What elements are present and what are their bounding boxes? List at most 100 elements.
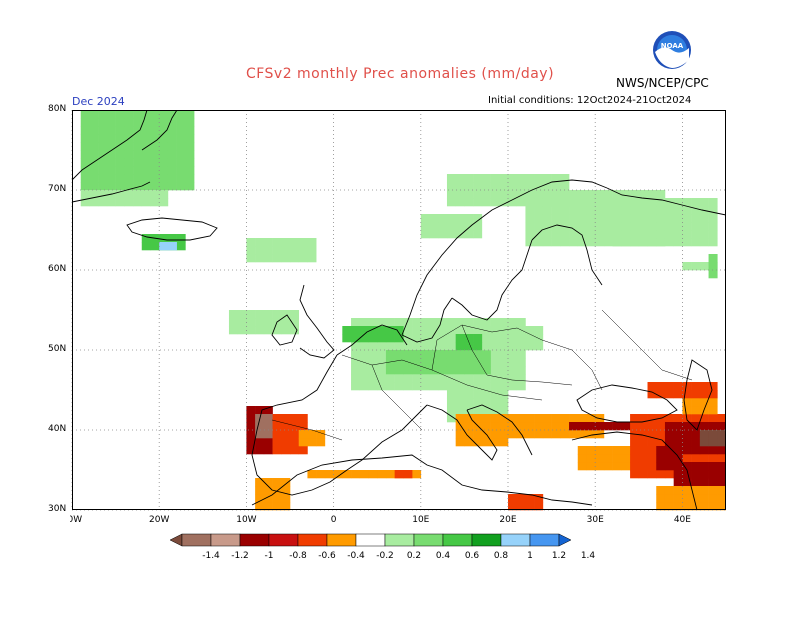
anomaly-cell bbox=[516, 350, 526, 359]
anomaly-cell bbox=[272, 326, 282, 335]
anomaly-cell bbox=[577, 214, 587, 223]
anomaly-cell bbox=[490, 182, 500, 191]
anomaly-cell bbox=[446, 406, 456, 415]
anomaly-cell bbox=[290, 326, 300, 335]
anomaly-cell bbox=[682, 398, 692, 407]
anomaly-cell bbox=[699, 470, 709, 479]
map-frame bbox=[72, 110, 726, 510]
anomaly-cell bbox=[438, 222, 448, 231]
anomaly-cell bbox=[708, 198, 718, 207]
anomaly-cell bbox=[464, 382, 474, 391]
anomaly-cell bbox=[290, 318, 300, 327]
anomaly-cell bbox=[159, 110, 169, 119]
anomaly-cell bbox=[621, 206, 631, 215]
anomaly-cell bbox=[159, 118, 169, 127]
anomaly-cell bbox=[577, 198, 587, 207]
anomaly-cell bbox=[359, 318, 369, 327]
anomaly-cell bbox=[638, 190, 648, 199]
anomaly-cell bbox=[464, 422, 474, 431]
anomaly-cell bbox=[664, 206, 674, 215]
anomaly-cell bbox=[664, 502, 674, 511]
anomaly-cell bbox=[455, 342, 465, 351]
anomaly-cell bbox=[586, 454, 596, 463]
colorbar-swatch bbox=[355, 533, 386, 547]
anomaly-cell bbox=[560, 422, 570, 431]
anomaly-cell bbox=[438, 366, 448, 375]
anomaly-cell bbox=[438, 326, 448, 335]
anomaly-cell bbox=[124, 142, 134, 151]
anomaly-cell bbox=[551, 214, 561, 223]
anomaly-cell bbox=[446, 334, 456, 343]
anomaly-cell bbox=[150, 158, 160, 167]
anomaly-cell bbox=[525, 182, 535, 191]
anomaly-cell bbox=[569, 430, 579, 439]
anomaly-cell bbox=[551, 206, 561, 215]
anomaly-cell bbox=[351, 334, 361, 343]
anomaly-cell bbox=[351, 342, 361, 351]
anomaly-cell bbox=[263, 406, 273, 415]
anomaly-cell bbox=[656, 470, 666, 479]
anomaly-cell bbox=[516, 374, 526, 383]
anomaly-cell bbox=[464, 326, 474, 335]
anomaly-cell bbox=[647, 382, 657, 391]
anomaly-cell bbox=[429, 382, 439, 391]
anomaly-cell bbox=[481, 382, 491, 391]
anomaly-cell bbox=[246, 310, 256, 319]
anomaly-cell bbox=[499, 414, 509, 423]
anomaly-cell bbox=[612, 206, 622, 215]
anomaly-cell bbox=[141, 142, 151, 151]
anomaly-cell bbox=[691, 382, 701, 391]
anomaly-cell bbox=[499, 190, 509, 199]
anomaly-cell bbox=[516, 382, 526, 391]
anomaly-cell bbox=[595, 238, 605, 247]
anomaly-cell bbox=[490, 430, 500, 439]
anomaly-cell bbox=[368, 350, 378, 359]
anomaly-cell bbox=[569, 422, 579, 431]
anomaly-cell bbox=[656, 230, 666, 239]
anomaly-cell bbox=[290, 246, 300, 255]
anomaly-cell bbox=[490, 398, 500, 407]
anomaly-cell bbox=[717, 462, 726, 471]
anomaly-cell bbox=[612, 238, 622, 247]
x-tick-label: 30E bbox=[587, 515, 604, 525]
anomaly-cell bbox=[699, 390, 709, 399]
anomaly-cell bbox=[106, 158, 116, 167]
anomaly-cell bbox=[89, 198, 99, 207]
noaa-logo-text: NOAA bbox=[661, 42, 684, 50]
anomaly-cell bbox=[612, 454, 622, 463]
anomaly-cell bbox=[525, 502, 535, 511]
anomaly-cell bbox=[106, 166, 116, 175]
anomaly-cell bbox=[263, 446, 273, 455]
anomaly-cell bbox=[499, 398, 509, 407]
anomaly-cell bbox=[368, 470, 378, 479]
anomaly-cell bbox=[560, 198, 570, 207]
anomaly-cell bbox=[638, 214, 648, 223]
anomaly-cell bbox=[656, 462, 666, 471]
anomaly-cell bbox=[508, 366, 518, 375]
anomaly-cell bbox=[403, 382, 413, 391]
anomaly-cell bbox=[255, 502, 265, 511]
anomaly-cell bbox=[708, 454, 718, 463]
colorbar-swatch bbox=[181, 533, 212, 547]
anomaly-cell bbox=[586, 462, 596, 471]
anomaly-cell bbox=[691, 486, 701, 495]
anomaly-cell bbox=[577, 222, 587, 231]
x-tick-label: 10E bbox=[412, 515, 429, 525]
anomaly-cell bbox=[525, 238, 535, 247]
colorbar-swatch bbox=[210, 533, 241, 547]
anomaly-cell bbox=[429, 214, 439, 223]
anomaly-cell bbox=[298, 238, 308, 247]
anomaly-cell bbox=[682, 494, 692, 503]
anomaly-cell bbox=[542, 174, 552, 183]
anomaly-cell bbox=[542, 190, 552, 199]
anomaly-cell bbox=[534, 342, 544, 351]
anomaly-cell bbox=[673, 414, 683, 423]
anomaly-cell bbox=[664, 470, 674, 479]
anomaly-cell bbox=[106, 110, 116, 119]
anomaly-cell bbox=[316, 438, 326, 447]
anomaly-cell bbox=[412, 342, 422, 351]
anomaly-cell bbox=[499, 406, 509, 415]
anomaly-cell bbox=[490, 190, 500, 199]
anomaly-cell bbox=[272, 430, 282, 439]
anomaly-cell bbox=[446, 190, 456, 199]
